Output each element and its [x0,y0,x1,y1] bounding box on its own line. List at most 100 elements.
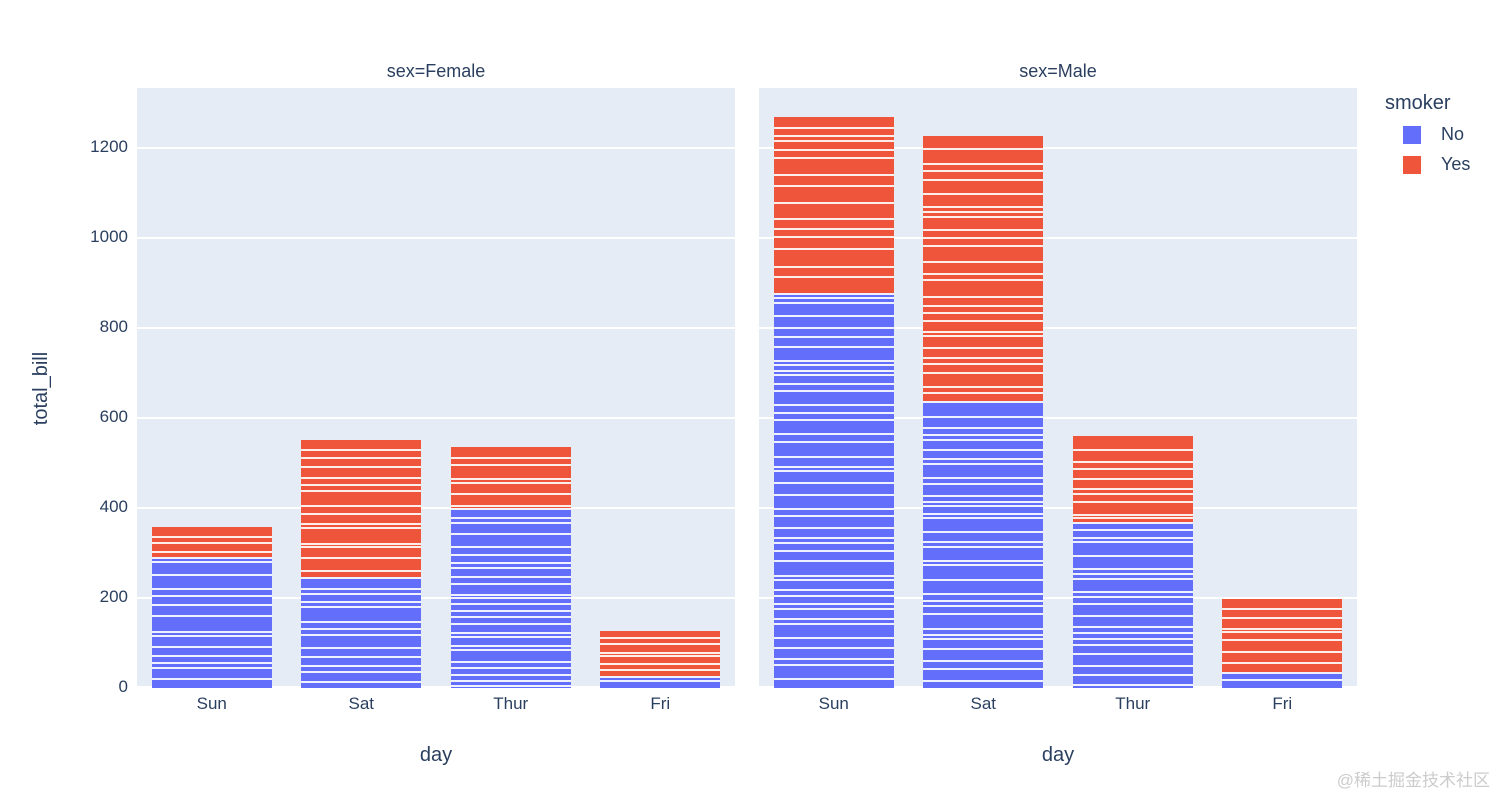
x-tick-label-fri: Fri [650,694,671,713]
record [151,556,272,562]
record [923,261,1044,272]
record [1072,492,1193,502]
record [450,457,571,463]
record [773,470,894,482]
gridline [759,686,1357,688]
record [773,248,894,265]
record [923,457,1044,464]
record [600,680,721,688]
record [773,390,894,404]
gridline [137,147,735,150]
record [923,335,1044,347]
record [923,680,1044,688]
record [773,315,894,327]
record [450,636,571,645]
record [301,512,422,523]
y-tick-label: 0 [118,677,128,696]
bar-sun-yes[interactable] [151,527,272,557]
bar-fri-yes[interactable] [600,630,721,677]
bar-sun-yes[interactable] [773,117,894,294]
plot-area-female [137,88,735,688]
bar-sun-no[interactable] [773,293,894,688]
record [773,127,894,134]
record [1222,678,1343,688]
record [923,136,1043,148]
record [923,540,1044,546]
record [1222,672,1343,678]
record [1072,448,1193,461]
record [1072,625,1193,633]
x-tick-label-thur: Thur [493,694,529,713]
record [773,296,894,302]
record [450,482,571,493]
record [773,542,894,550]
record [773,202,894,218]
bar-sat-no[interactable] [301,576,422,688]
record [301,477,422,484]
bar-fri-no[interactable] [600,676,721,688]
record [151,630,272,636]
record [773,236,894,248]
record [773,148,894,157]
record [923,434,1044,439]
record [1072,568,1193,573]
record [1072,529,1193,537]
record [923,546,1044,560]
record [923,347,1044,357]
record [773,293,894,296]
record [773,276,894,293]
record [1072,521,1193,529]
record [923,517,1044,530]
x-tick-label-sun: Sun [818,694,849,713]
record [450,463,571,478]
record [773,560,894,574]
record [773,134,894,141]
record [773,482,894,494]
bar-fri-no[interactable] [1222,672,1343,688]
bar-sat-yes[interactable] [301,440,422,577]
record [773,677,894,688]
record [301,576,422,588]
record [1222,631,1343,639]
record [773,466,894,470]
record [151,645,272,655]
bar-thur-yes[interactable] [450,447,571,509]
watermark: @稀土掘金技术社区 [1336,771,1490,790]
bar-sat-yes[interactable] [923,135,1044,402]
record [773,156,894,174]
gridline [137,686,735,688]
bar-sun-no[interactable] [151,556,272,688]
y-tick-label: 600 [99,407,128,427]
record [923,392,1044,401]
record [923,494,1044,501]
record [773,508,894,515]
record [450,615,571,623]
record [301,621,422,628]
record [450,545,571,555]
record [600,662,721,669]
gridline [759,147,1357,150]
record [151,541,272,551]
bar-thur-no[interactable] [1072,521,1193,688]
record [773,184,894,203]
record [301,656,422,664]
record [450,593,571,597]
bar-fri-yes[interactable] [1222,598,1343,673]
gridline [759,597,1357,600]
bar-sat-no[interactable] [923,401,1044,688]
record [301,449,422,456]
facet-title-male: sex=Male [1019,61,1097,81]
record [450,504,571,508]
record [1072,637,1193,644]
record [1072,643,1193,653]
record [450,649,571,660]
legend-item-no[interactable]: No [1377,124,1470,145]
record [923,179,1044,193]
record [151,677,272,688]
bar-thur-no[interactable] [450,508,571,688]
x-axis-title-male: day [1041,744,1075,766]
legend-item-yes[interactable]: Yes [1377,154,1470,175]
bar-thur-yes[interactable] [1072,435,1193,522]
record [450,562,571,566]
record [600,631,720,638]
